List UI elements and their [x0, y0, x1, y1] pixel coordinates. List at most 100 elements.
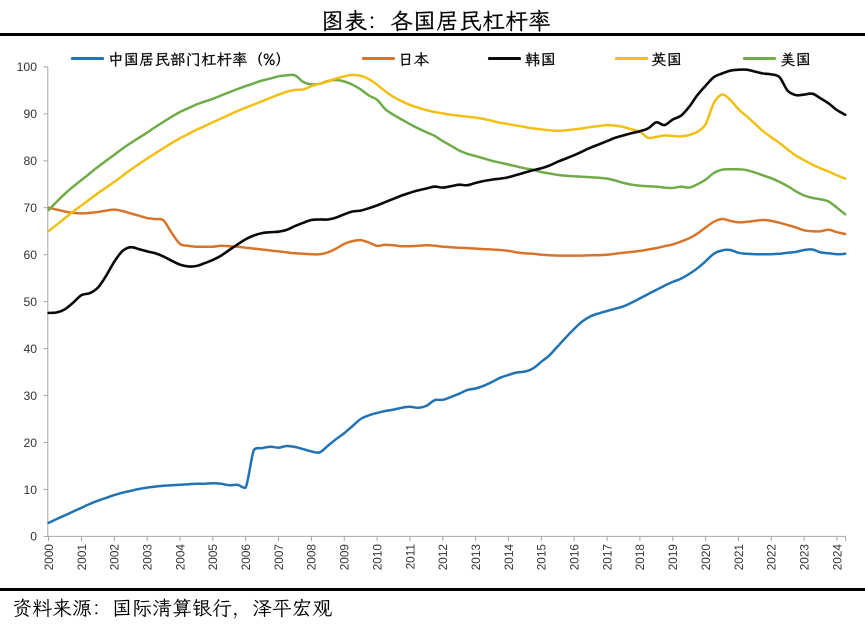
- cjk-glyph: [192, 598, 212, 616]
- x-tick-label: 2007: [272, 544, 286, 570]
- cjk-glyph: [293, 598, 311, 616]
- x-tick-label: 2012: [436, 544, 450, 570]
- cjk-glyph: [272, 599, 292, 617]
- cjk-glyph: [796, 52, 810, 67]
- legend-swatch-us: [743, 57, 777, 60]
- y-tick-label: 90: [23, 107, 37, 121]
- cjk-text-glyphs: [323, 9, 551, 32]
- x-tick-label: 2001: [75, 544, 89, 570]
- source-note-text: 资料来源：国际清算银行，泽平宏观: [0, 592, 1, 593]
- cjk-text-run: [524, 51, 554, 67]
- cjk-glyph: [212, 598, 232, 617]
- x-tick-label: 2013: [469, 544, 483, 571]
- cjk-glyph: [233, 612, 237, 619]
- source-note: 资料来源：国际清算银行，泽平宏观: [0, 592, 500, 622]
- cjk-glyph: [651, 52, 667, 67]
- x-tick-label: 2006: [239, 544, 253, 571]
- y-tick-label: 20: [23, 436, 37, 450]
- x-tick-label: 2022: [765, 544, 779, 570]
- cjk-glyph: [258, 52, 262, 67]
- cjk-glyph: [344, 9, 367, 31]
- cjk-glyph: [390, 9, 413, 31]
- series-line-us: [47, 73, 847, 216]
- cjk-glyph: [13, 597, 31, 617]
- legend-label-uk: 英国: [651, 47, 684, 71]
- x-tick-label: 2018: [633, 544, 647, 571]
- cjk-glyph: [52, 597, 72, 617]
- legend-swatch-uk: [614, 57, 648, 60]
- cjk-text-run: [13, 597, 332, 619]
- cjk-glyph: [139, 52, 153, 67]
- cjk-glyph: [187, 52, 199, 67]
- series-line-uk: [47, 73, 847, 233]
- cjk-text-run: [651, 52, 681, 67]
- cjk-text-run: [401, 51, 430, 67]
- cjk-glyph: [263, 53, 275, 66]
- cjk-glyph: [460, 10, 482, 31]
- cjk-glyph: [370, 15, 374, 28]
- cjk-glyph: [668, 52, 681, 67]
- x-tick-label: 2019: [666, 544, 680, 570]
- series-line-korea: [47, 68, 847, 315]
- x-tick-label: 2017: [600, 544, 614, 570]
- x-tick-label: 2015: [535, 544, 549, 571]
- cjk-glyph: [170, 52, 185, 67]
- cjk-glyph: [541, 52, 554, 67]
- x-tick-label: 2011: [403, 544, 417, 569]
- cjk-glyph: [216, 52, 232, 67]
- cjk-glyph: [201, 52, 217, 67]
- x-tick-label: 2005: [206, 544, 220, 571]
- x-tick-label: 2024: [830, 544, 844, 571]
- legend-swatch-korea: [488, 57, 521, 60]
- cjk-text-glyphs: [524, 51, 554, 67]
- cjk-glyph: [153, 597, 172, 617]
- cjk-glyph: [505, 9, 528, 31]
- cjk-glyph: [415, 10, 434, 31]
- cjk-glyph: [414, 51, 430, 67]
- x-tick-label: 2008: [305, 544, 319, 571]
- cjk-text-glyphs: [109, 51, 280, 67]
- y-tick-label: 0: [30, 530, 37, 544]
- x-tick-label: 2023: [797, 544, 811, 571]
- cjk-text-glyphs: [13, 597, 332, 619]
- legend-label-korea: 韩国: [524, 47, 558, 71]
- source-divider: [0, 588, 865, 591]
- y-tick-label: 40: [23, 342, 37, 356]
- x-tick-label: 2009: [338, 544, 352, 570]
- x-tick-label: 2004: [173, 544, 187, 571]
- y-tick-label: 100: [17, 60, 38, 74]
- x-tick-label: 2003: [140, 544, 154, 571]
- cjk-glyph: [72, 599, 92, 617]
- legend-swatch-japan: [361, 57, 395, 60]
- y-tick-label: 50: [23, 295, 37, 309]
- cjk-glyph: [155, 52, 170, 67]
- cjk-glyph: [109, 51, 122, 67]
- cjk-glyph: [276, 52, 280, 67]
- cjk-glyph: [312, 599, 332, 617]
- y-tick-label: 10: [23, 483, 37, 497]
- y-tick-label: 30: [23, 389, 37, 403]
- cjk-text-glyphs: [401, 51, 430, 67]
- cjk-glyph: [114, 599, 130, 617]
- y-tick-label: 60: [23, 248, 37, 262]
- chart-title: 图表：各国居民杠杆率: [0, 0, 865, 33]
- legend-swatch-china: [71, 57, 105, 60]
- y-tick-label: 80: [23, 154, 37, 168]
- legend-label-japan: 日本: [398, 47, 431, 71]
- cjk-glyph: [253, 599, 272, 617]
- cjk-glyph: [173, 597, 191, 617]
- cjk-text-glyphs: [780, 52, 810, 67]
- legend-label-us: 美国: [780, 47, 813, 71]
- cjk-text-run: [780, 52, 810, 67]
- x-tick-label: 2020: [699, 544, 713, 571]
- cjk-glyph: [232, 51, 247, 67]
- cjk-text-glyphs: [651, 52, 681, 67]
- x-tick-label: 2002: [108, 544, 122, 570]
- cjk-glyph: [524, 51, 539, 67]
- cjk-text-run: [109, 51, 280, 67]
- cjk-glyph: [529, 9, 551, 32]
- y-tick-label: 70: [23, 201, 37, 215]
